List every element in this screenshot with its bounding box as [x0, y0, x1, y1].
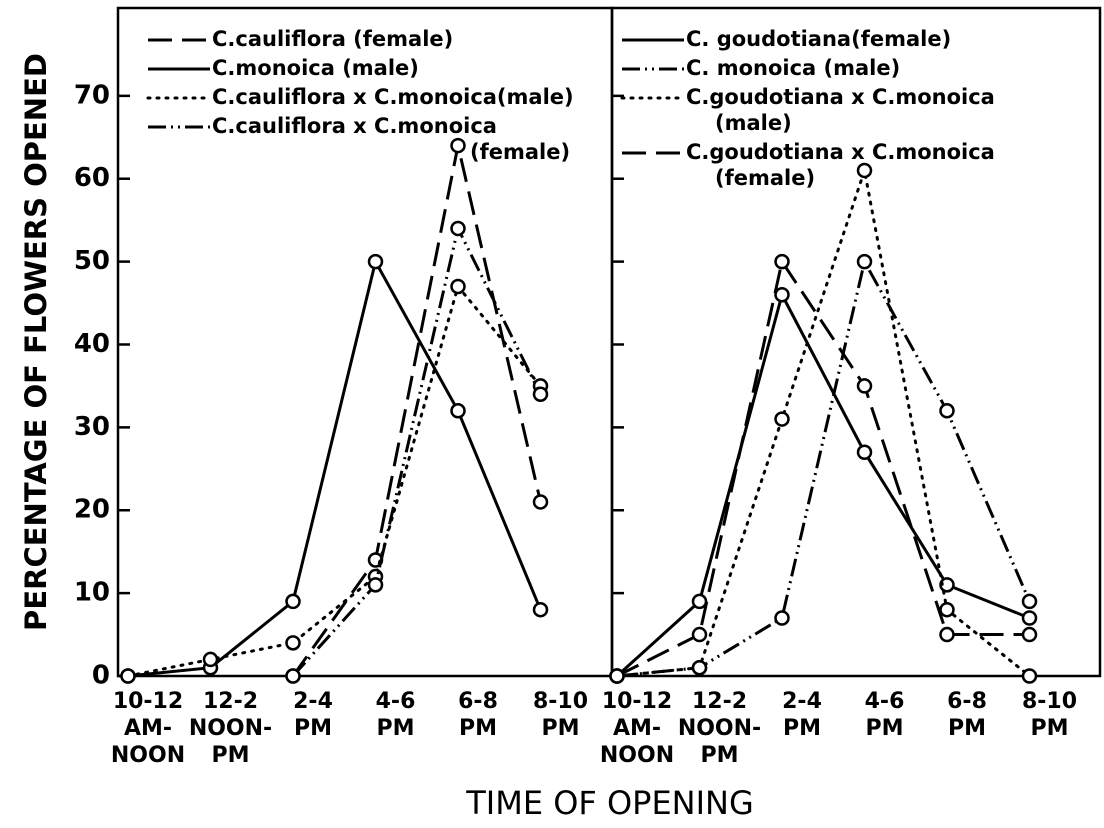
series-line	[291, 145, 542, 677]
legend-label: C.cauliflora x C.monoica (female)	[212, 114, 570, 164]
data-point	[285, 668, 301, 684]
legend-label: C.goudotiana x C.monoica (male)	[686, 85, 995, 135]
data-point	[691, 659, 708, 676]
data-point	[285, 635, 301, 651]
series-line	[615, 164, 1031, 678]
legend-label: C. monoica (male)	[686, 56, 900, 80]
x-tick-label: 12-2 NOON-PM	[678, 689, 761, 768]
x-tick-label: 8-10 PM	[1022, 689, 1077, 741]
series-line	[291, 224, 542, 678]
data-point	[856, 162, 873, 179]
data-point	[774, 610, 790, 626]
x-tick-label: 2-4 PM	[782, 689, 822, 741]
legend-label: C. goudotiana(female)	[686, 27, 951, 51]
plot-frame	[610, 6, 1102, 678]
y-tick-label: 70	[74, 80, 110, 110]
data-point	[285, 593, 301, 610]
data-point	[450, 220, 466, 237]
data-point	[1021, 626, 1038, 643]
series-line	[126, 283, 542, 678]
legend-label: C.cauliflora (female)	[212, 27, 453, 51]
series-line	[127, 257, 542, 678]
y-tick-label: 60	[74, 163, 110, 193]
data-point	[120, 668, 136, 684]
y-tick-label: 30	[74, 412, 110, 442]
data-point	[532, 386, 549, 402]
data-point	[856, 253, 873, 270]
data-point	[856, 378, 873, 394]
x-tick-label: 6-8 PM	[947, 689, 987, 741]
data-point	[367, 577, 384, 593]
data-point	[1021, 593, 1038, 610]
legend-label: C.cauliflora x C.monoica(male)	[212, 85, 574, 109]
x-tick-label: 12-2 NOON-PM	[189, 689, 272, 768]
series-line	[615, 290, 1031, 678]
data-point	[1021, 610, 1038, 626]
data-point	[450, 137, 466, 154]
data-point	[691, 626, 708, 643]
data-point	[939, 577, 955, 593]
x-tick-label: 2-4 PM	[293, 689, 333, 741]
y-axis-label: PERCENTAGE OF FLOWERS OPENED	[19, 53, 53, 631]
data-point	[609, 668, 625, 684]
data-point	[532, 601, 549, 618]
data-point	[450, 403, 466, 419]
data-point	[367, 253, 384, 270]
x-tick-label: 10-12 AM-NOON	[111, 689, 185, 768]
data-point	[774, 253, 790, 270]
y-tick-label: 20	[74, 495, 110, 525]
series-line	[616, 257, 1030, 678]
data-point	[450, 278, 466, 295]
x-tick-label: 10-12 AM-NOON	[600, 689, 674, 768]
x-tick-label: 8-10 PM	[533, 689, 588, 741]
data-point	[691, 593, 708, 610]
y-tick-label: 0	[92, 661, 110, 691]
data-point	[532, 494, 549, 510]
y-tick-label: 50	[74, 246, 110, 276]
data-point	[939, 601, 955, 618]
legend-label: C.goudotiana x C.monoica (female)	[686, 140, 995, 190]
data-point	[1021, 668, 1038, 684]
x-tick-label: 6-8 PM	[458, 689, 498, 741]
data-point	[939, 626, 955, 643]
data-point	[774, 287, 790, 303]
x-tick-label: 4-6 PM	[865, 689, 905, 741]
legend-label: C.monoica (male)	[212, 56, 419, 80]
x-tick-label: 4-6 PM	[376, 689, 416, 741]
y-tick-label: 10	[74, 578, 110, 608]
data-point	[939, 403, 955, 419]
y-tick-label: 40	[74, 329, 110, 359]
data-point	[202, 651, 219, 668]
data-point	[856, 444, 873, 460]
x-axis-label: TIME OF OPENING	[465, 784, 754, 822]
series-line	[616, 257, 1031, 678]
data-point	[774, 411, 790, 427]
